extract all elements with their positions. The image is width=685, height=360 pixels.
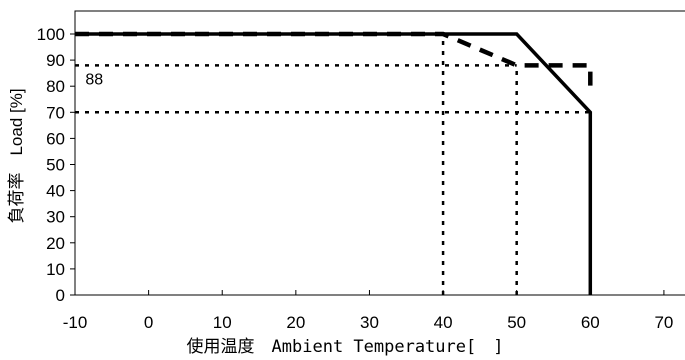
- y-tick-label: 0: [56, 286, 65, 305]
- reference-lines: [75, 34, 591, 295]
- x-tick-label: -10: [63, 313, 88, 332]
- x-tick-label: 70: [654, 313, 673, 332]
- series-group: [75, 31, 593, 295]
- y-tick-label: 50: [46, 156, 65, 175]
- x-tick-label: 20: [286, 313, 305, 332]
- annotation-label: 88: [85, 71, 103, 88]
- y-tick-label: 100: [37, 25, 65, 44]
- y-tick-label: 20: [46, 234, 65, 253]
- y-tick-label: 40: [46, 182, 65, 201]
- x-axis-title: 使用温度 Ambient Temperature[ ]: [187, 336, 504, 357]
- x-tick-label: 10: [213, 313, 232, 332]
- y-tick-label: 10: [46, 260, 65, 279]
- y-axis-ticks: 0 10 20 30 40 50 60 70 80 90 100: [37, 25, 75, 305]
- x-tick-label: 50: [507, 313, 526, 332]
- y-tick-label: 70: [46, 103, 65, 122]
- y-axis-title: 負荷率 Load [%]: [7, 88, 26, 223]
- annotations: 88: [85, 71, 103, 88]
- plot-area-frame: [74, 10, 685, 296]
- x-tick-label: 40: [434, 313, 453, 332]
- x-tick-label: 30: [360, 313, 379, 332]
- y-tick-label: 30: [46, 208, 65, 227]
- series-line-solid: [75, 32, 593, 295]
- y-tick-label: 80: [46, 77, 65, 96]
- x-tick-label: 60: [581, 313, 600, 332]
- x-axis-ticks: -10 0 10 20 30 40 50 60 70: [63, 290, 673, 332]
- x-tick-label: 0: [144, 313, 153, 332]
- y-tick-label: 60: [46, 129, 65, 148]
- series-line-dashed: [75, 31, 593, 87]
- y-tick-label: 90: [46, 51, 65, 70]
